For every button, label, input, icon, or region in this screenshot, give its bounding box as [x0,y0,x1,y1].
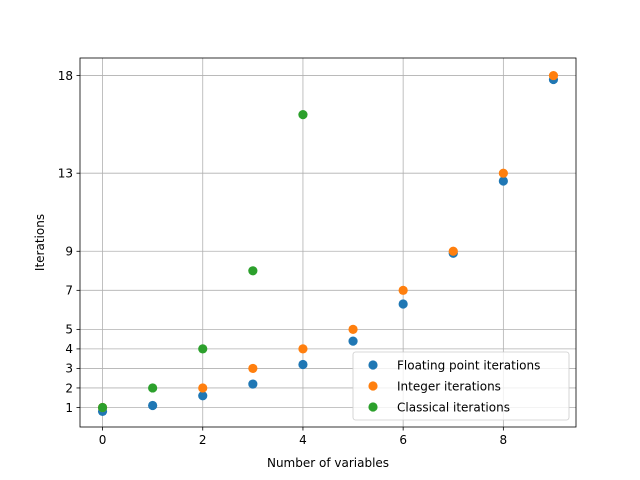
y-tick-label: 3 [65,362,73,376]
y-tick-label: 2 [65,381,73,395]
x-tick-label: 4 [299,433,307,447]
legend-box [352,351,570,421]
legend-marker [368,360,378,370]
x-tick-label: 6 [399,433,407,447]
point-series-1 [498,176,508,186]
point-series-3 [97,402,108,413]
y-tick-label: 18 [58,69,73,83]
point-series-2 [498,168,508,178]
axes-frame [79,57,577,428]
point-series-3 [148,383,158,393]
point-series-2 [248,363,258,374]
y-axis-label: Iterations [33,214,47,271]
legend-entry: Integer iterations [397,379,501,393]
y-tick-label: 5 [65,323,73,337]
point-series-1 [148,400,158,411]
y-tick-label: 7 [65,284,73,298]
point-series-1 [248,379,258,389]
legend-marker [368,381,378,391]
x-axis-label: Number of variables [267,456,389,470]
legend-entry: Classical iterations [397,400,510,414]
data-points [97,70,559,416]
x-tick-label: 8 [500,433,508,447]
point-series-3 [298,110,308,120]
y-tick-label: 13 [58,166,73,180]
legend: Floating point iterations Integer iterati… [352,351,570,421]
y-tick-label: 4 [65,342,73,356]
point-series-2 [198,383,208,393]
point-series-1 [398,299,408,309]
point-series-1 [198,391,208,401]
point-series-3 [248,266,258,276]
point-series-1 [298,359,308,370]
legend-entry: Floating point iterations [397,358,540,372]
x-tick-label: 2 [199,433,207,447]
point-series-2 [448,246,458,256]
y-tick-label: 9 [65,245,73,259]
axis-ticks: 0 2 4 6 8 1 2 3 4 5 7 9 13 18 [58,69,507,447]
grid [80,58,576,427]
point-series-2 [398,285,408,295]
x-tick-label: 0 [99,433,107,447]
y-tick-label: 1 [65,401,73,415]
point-series-2 [298,344,308,354]
point-series-2 [348,324,358,334]
legend-marker [368,402,378,412]
point-series-3 [198,344,208,354]
point-series-2 [548,70,559,81]
point-series-1 [348,336,358,346]
